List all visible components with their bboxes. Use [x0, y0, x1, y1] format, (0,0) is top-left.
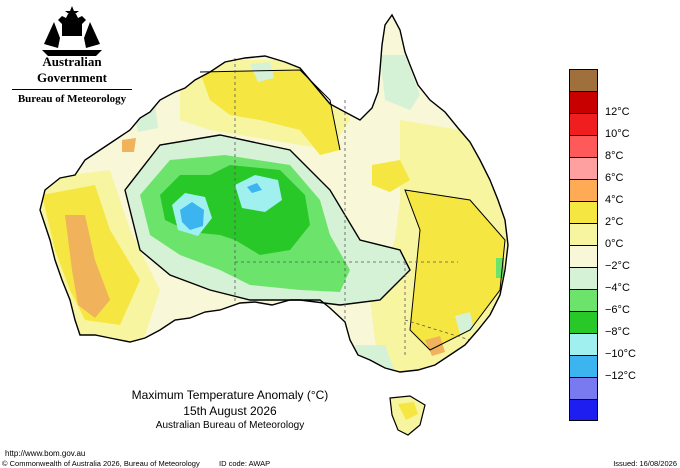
- legend-swatch: [569, 267, 598, 289]
- zone-cool-light-cape: [380, 55, 420, 110]
- legend: 12°C 10°C 8°C 6°C 4°C 2°C 0°C −2°C −4°C −6°C −8°C −…: [569, 69, 679, 421]
- legend-label: −8°C: [605, 326, 630, 338]
- bureau-label: Bureau of Meteorology: [17, 93, 127, 105]
- map-title: Maximum Temperature Anomaly (°C): [131, 388, 329, 402]
- legend-label: 2°C: [605, 216, 624, 228]
- legend-label: −10°C: [605, 348, 637, 360]
- zone-hot-west: [65, 215, 110, 318]
- legend-label: 4°C: [605, 194, 624, 206]
- legend-swatch: [569, 245, 598, 267]
- legend-item: −4°C: [569, 267, 679, 294]
- legend-item: [569, 399, 679, 421]
- legend-item: [569, 377, 679, 399]
- legend-swatch: [569, 91, 598, 113]
- legend-label: 8°C: [605, 150, 624, 162]
- legend-swatch: [569, 179, 598, 201]
- legend-swatch: [569, 289, 598, 311]
- logo-divider: [12, 89, 132, 90]
- zone-cool-light-topend: [250, 62, 274, 82]
- legend-item: 4°C: [569, 179, 679, 206]
- zone-hot-se: [425, 336, 445, 356]
- legend-swatch: [569, 333, 598, 355]
- legend-label: 10°C: [605, 128, 630, 140]
- legend-item: 10°C: [569, 113, 679, 140]
- legend-swatch: [569, 311, 598, 333]
- legend-label: −6°C: [605, 304, 630, 316]
- legend-item: 0°C: [569, 223, 679, 250]
- legend-item: 6°C: [569, 157, 679, 184]
- legend-item: −10°C: [569, 333, 679, 360]
- issued-date: Issued: 16/08/2026: [613, 459, 677, 468]
- footer-url[interactable]: http://www.bom.gov.au: [5, 449, 86, 458]
- legend-item: 8°C: [569, 135, 679, 162]
- zone-cool-light-se: [455, 312, 474, 334]
- legend-swatch: [569, 201, 598, 223]
- map-date: 15th August 2026: [183, 404, 277, 418]
- map-title-block: Maximum Temperature Anomaly (°C) 15th Au…: [80, 388, 380, 431]
- legend-item: −8°C: [569, 311, 679, 338]
- zone-cold-east: [235, 175, 282, 212]
- legend-swatch: [569, 135, 598, 157]
- legend-swatch: [569, 113, 598, 135]
- copyright-text: © Commonwealth of Australia 2026, Bureau…: [2, 459, 200, 468]
- legend-item: [569, 69, 679, 91]
- legend-label: 12°C: [605, 106, 630, 118]
- bom-logo: Australian Government Bureau of Meteorol…: [8, 52, 136, 105]
- legend-swatch: [569, 355, 598, 377]
- tasmania-warm-zone: [398, 402, 418, 420]
- legend-swatch: [569, 223, 598, 245]
- commonwealth-coat-of-arms-icon: [42, 6, 102, 56]
- legend-swatch: [569, 399, 598, 421]
- zone-warm-qld: [372, 160, 410, 192]
- legend-swatch: [569, 69, 598, 91]
- legend-item: 2°C: [569, 201, 679, 228]
- legend-item: −6°C: [569, 289, 679, 316]
- state-borders: [234, 58, 471, 355]
- legend-item: −2°C: [569, 245, 679, 272]
- legend-label: −4°C: [605, 282, 630, 294]
- zone-colder-east: [247, 183, 262, 193]
- legend-label: 6°C: [605, 172, 624, 184]
- zone-warm-east: [405, 190, 505, 350]
- legend-item: −12°C: [569, 355, 679, 382]
- legend-item: 12°C: [569, 91, 679, 118]
- zone-hot-nw: [122, 138, 136, 152]
- legend-label: 0°C: [605, 238, 624, 250]
- map-source: Australian Bureau of Meteorology: [155, 420, 305, 431]
- zone-warm-north: [200, 70, 340, 155]
- id-code: ID code: AWAP: [219, 459, 271, 468]
- government-label: Australian Government: [36, 54, 108, 85]
- zone-colder-west: [180, 202, 204, 230]
- legend-label: −12°C: [605, 370, 637, 382]
- legend-swatch: [569, 157, 598, 179]
- legend-swatch: [569, 377, 598, 399]
- legend-label: −2°C: [605, 260, 630, 272]
